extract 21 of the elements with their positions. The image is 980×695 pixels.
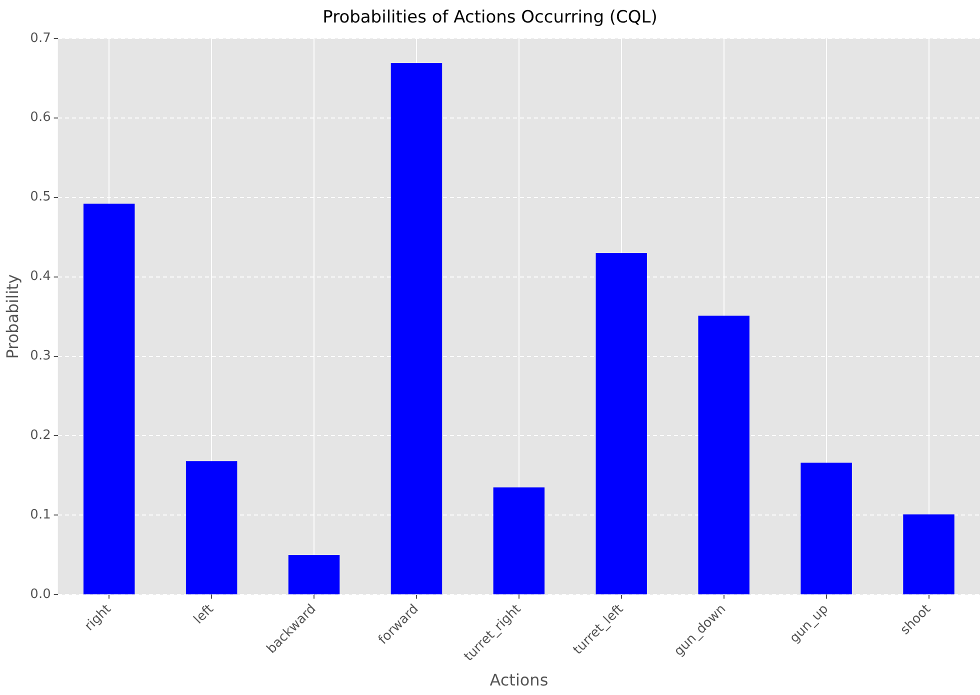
y-tick-label: 0.4	[30, 269, 51, 284]
bar	[493, 487, 545, 594]
y-tick-label: 0.5	[30, 190, 51, 205]
bar	[288, 554, 340, 594]
y-tick-label: 0.6	[30, 110, 51, 126]
bar	[186, 461, 238, 594]
bar	[698, 316, 750, 594]
bar	[83, 204, 135, 594]
y-axis-title: Probability	[2, 274, 22, 359]
bar	[390, 63, 442, 594]
y-tick-label: 0.3	[30, 348, 51, 364]
y-tick-label: 0.2	[30, 428, 51, 444]
y-tick-label: 0.0	[30, 587, 51, 602]
y-tick-label: 0.1	[30, 508, 51, 523]
bar	[596, 252, 648, 594]
bar	[903, 514, 954, 594]
chart-title: Probabilities of Actions Occurring (CQL)	[322, 8, 658, 28]
x-tick-label: left	[191, 602, 217, 628]
y-tick-label: 0.7	[30, 30, 51, 46]
x-axis-title: Actions	[490, 670, 548, 690]
bar	[800, 462, 852, 594]
